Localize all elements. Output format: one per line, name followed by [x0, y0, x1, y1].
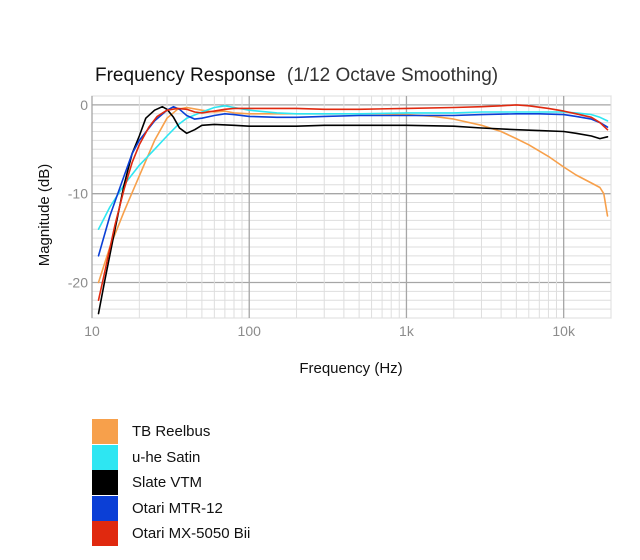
legend-item-slate-vtm: Slate VTM: [92, 470, 250, 496]
x-tick-label: 100: [238, 323, 262, 339]
frequency-response-chart: Frequency Response (1/12 Octave Smoothin…: [36, 65, 612, 377]
legend-label: Slate VTM: [132, 474, 203, 492]
tick-labels: 10 100 1k 10k 0 -10 -20: [68, 97, 576, 339]
chart-subtitle: (1/12 Octave Smoothing): [287, 65, 498, 86]
legend-swatch: [92, 495, 118, 521]
legend-item-otari-mx-5050-bii: Otari MX-5050 Bii: [92, 521, 250, 547]
legend-label: Otari MTR-12: [132, 499, 223, 517]
legend: TB Reelbus u-he Satin Slate VTM Otari MTR-1…: [92, 419, 250, 547]
series-line-slate-vtm: [97, 105, 609, 315]
chart-title: Frequency Response (1/12 Octave Smoothin…: [95, 65, 498, 86]
plot-area: [91, 95, 612, 319]
x-axis-label: Frequency (Hz): [299, 360, 402, 377]
legend-swatch: [92, 521, 118, 547]
legend-swatch: [92, 470, 118, 496]
y-tick-label: -20: [68, 274, 88, 290]
y-tick-label: -10: [68, 186, 88, 202]
legend-item-otari-mtr-12: Otari MTR-12: [92, 495, 250, 522]
legend-swatch: [92, 419, 118, 445]
legend-label: Otari MX-5050 Bii: [132, 525, 251, 543]
x-tick-label: 1k: [399, 323, 415, 339]
legend-label: u-he Satin: [132, 448, 201, 466]
legend-swatch: [92, 444, 118, 470]
y-tick-label: 0: [80, 97, 88, 113]
x-tick-label: 10: [84, 323, 100, 339]
series-line-u-he-satin: [97, 105, 609, 230]
series-line-otari-mx-5050-bii: [97, 104, 609, 302]
series-lines: [97, 104, 609, 315]
y-axis-label: Magnitude (dB): [36, 164, 53, 267]
legend-item-tb-reelbus: TB Reelbus: [92, 419, 250, 445]
legend-item-u-he-satin: u-he Satin: [92, 444, 250, 471]
x-tick-label: 10k: [552, 323, 576, 339]
chart-title-main: Frequency Response: [95, 65, 276, 86]
legend-label: TB Reelbus: [132, 423, 211, 441]
grid: [91, 95, 612, 319]
